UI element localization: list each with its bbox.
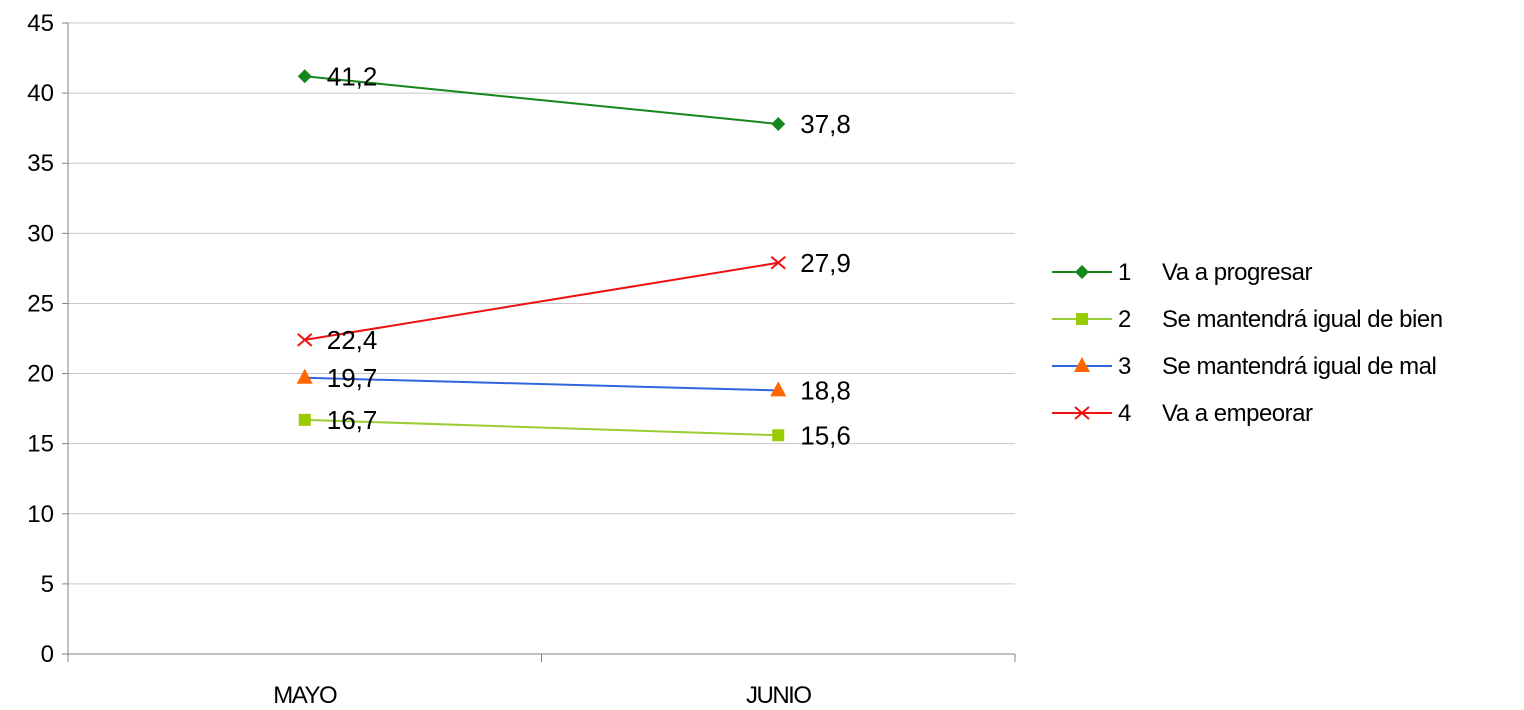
data-label: 41,2 [327, 61, 378, 91]
data-point-triangle [296, 368, 313, 384]
y-tick-label: 25 [27, 290, 54, 317]
y-tick-label: 15 [27, 431, 54, 458]
data-label: 15,6 [800, 420, 851, 450]
data-point-square [298, 413, 311, 426]
data-point-x [770, 256, 786, 270]
x-tick-label: MAYO [273, 682, 337, 709]
data-point-triangle [1074, 357, 1090, 372]
data-point-square [1076, 313, 1088, 325]
gridlines [68, 22, 1015, 585]
y-axis-ticks: 0 5 10 15 20 25 30 35 40 45 [27, 10, 68, 668]
data-point-x [297, 333, 313, 347]
series-line [304, 418, 779, 437]
series-line [304, 376, 779, 392]
legend-label: Va a progresar [1162, 259, 1312, 286]
series-3: 19,7 18,8 [296, 363, 851, 405]
legend-number: 2 [1118, 306, 1131, 333]
data-label: 19,7 [327, 363, 378, 393]
x-marker-stroke [1074, 406, 1090, 420]
data-label: 16,7 [327, 405, 378, 435]
data-point-diamond [771, 116, 786, 131]
data-label: 37,8 [800, 109, 851, 139]
legend-number: 4 [1118, 400, 1131, 427]
legend-label: Se mantendrá igual de bien [1162, 306, 1443, 333]
y-tick-label: 45 [27, 10, 54, 37]
legend-number: 3 [1118, 353, 1131, 380]
x-axis-ticks: MAYO JUNIO [67, 654, 1016, 709]
legend-number: 1 [1118, 259, 1131, 286]
series-4: 22,4 27,9 [297, 248, 851, 355]
legend-item-4: 4 Va a empeorar [1052, 400, 1313, 427]
y-tick-label: 30 [27, 220, 54, 247]
y-tick-label: 20 [27, 361, 54, 388]
y-tick-label: 10 [27, 501, 54, 528]
data-point-diamond [1075, 265, 1089, 279]
data-label: 18,8 [800, 375, 851, 405]
series-2: 16,7 15,6 [298, 405, 851, 450]
legend-item-3: 3 Se mantendrá igual de mal [1052, 353, 1437, 380]
data-point-x [1074, 406, 1090, 420]
legend-item-1: 1 Va a progresar [1052, 259, 1313, 286]
series-group: 41,2 37,8 16,7 15,6 19,7 18,8 22,4 27,9 [296, 61, 851, 450]
legend-label: Va a empeorar [1162, 400, 1313, 427]
y-tick-label: 0 [41, 641, 54, 668]
data-point-triangle [770, 381, 787, 397]
legend-item-2: 2 Se mantendrá igual de bien [1052, 306, 1443, 333]
axes [67, 23, 1015, 660]
y-tick-label: 5 [41, 571, 54, 598]
x-marker-stroke [297, 333, 313, 347]
data-label: 27,9 [800, 248, 851, 278]
data-point-diamond [297, 69, 312, 84]
y-tick-label: 40 [27, 80, 54, 107]
series-line [304, 261, 779, 341]
x-marker-stroke [770, 256, 786, 270]
data-label: 22,4 [327, 325, 378, 355]
x-tick-label: JUNIO [746, 682, 811, 709]
data-point-square [772, 429, 785, 442]
series-1: 41,2 37,8 [297, 61, 851, 139]
legend: 1 Va a progresar 2 Se mantendrá igual de bi… [1052, 259, 1443, 427]
legend-label: Se mantendrá igual de mal [1162, 353, 1436, 380]
series-line [304, 75, 779, 125]
y-tick-label: 35 [27, 150, 54, 177]
